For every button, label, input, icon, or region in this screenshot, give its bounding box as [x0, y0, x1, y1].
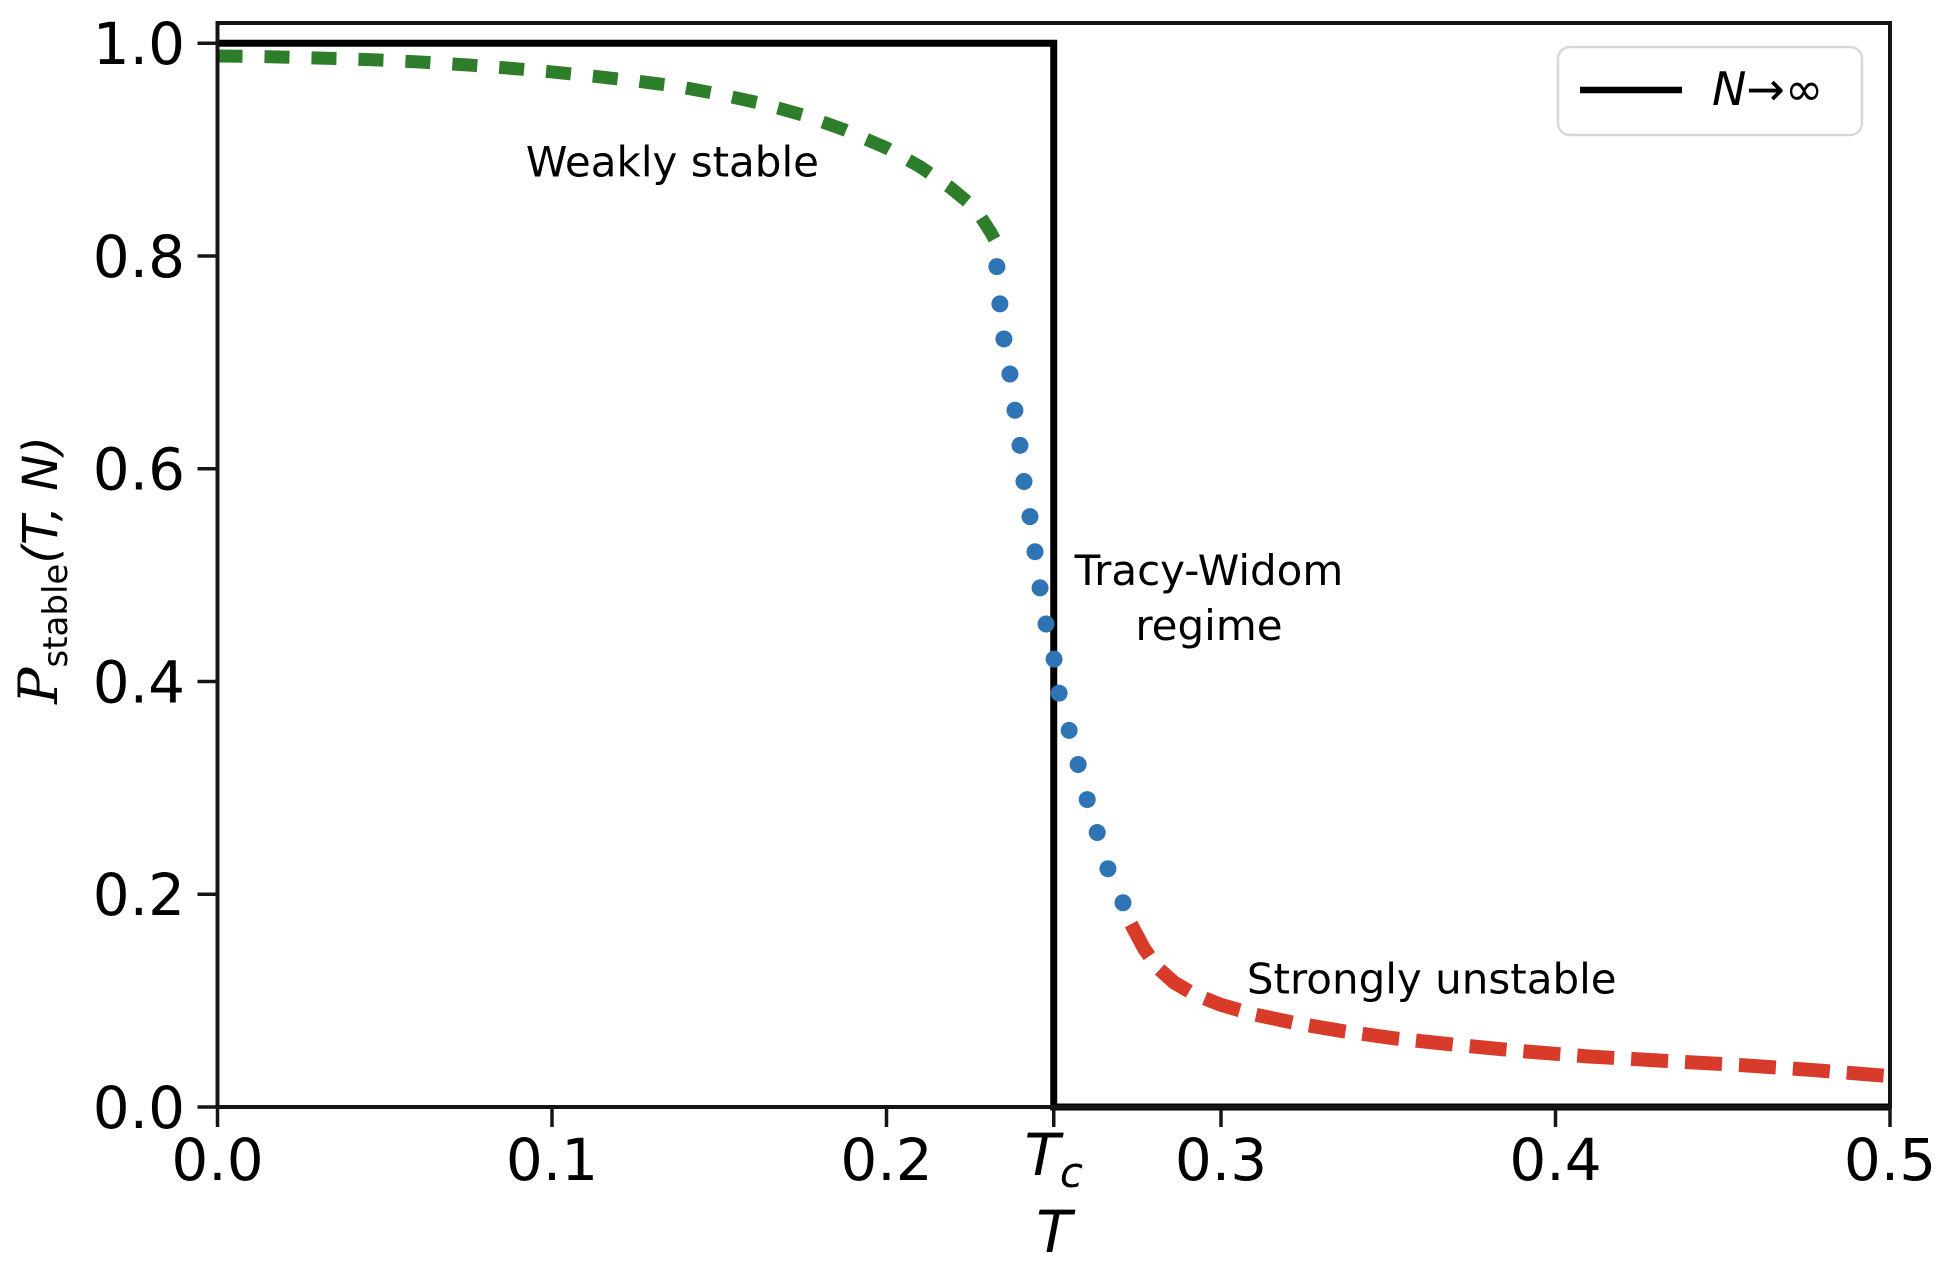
- series-tracy-widom-dot: [1037, 615, 1055, 633]
- series-tracy-widom-dot: [995, 330, 1013, 348]
- x-tick-label: 0.4: [1509, 1126, 1601, 1194]
- series-strongly-unstable-line: [1124, 920, 1891, 1084]
- series-tracy-widom-dot: [1088, 824, 1106, 842]
- y-axis-title-symbol: P: [7, 666, 70, 705]
- x-tick-label: 0.5: [1844, 1126, 1936, 1194]
- annotation-line: regime: [1135, 601, 1282, 650]
- y-tick-label: 0.8: [93, 223, 185, 291]
- y-axis-title: Pstable(T, N): [7, 436, 76, 705]
- series-weakly-stable-line: [217, 49, 1006, 253]
- legend-label-arrow-infinity: →∞: [1746, 62, 1823, 116]
- y-axis-title-arguments: (T, N): [13, 436, 69, 564]
- annotation-line: Tracy-Widom: [1074, 546, 1344, 595]
- annotation-layer: Weakly stable Tracy-Widom regime Strongly u…: [526, 137, 1617, 1003]
- annotation-line: Weakly stable: [526, 137, 819, 186]
- x-tick-label-critical-main: T: [1024, 1121, 1064, 1189]
- annotation-strongly-unstable: Strongly unstable: [1247, 954, 1617, 1003]
- x-tick-label: 0.2: [840, 1126, 932, 1194]
- annotation-weakly-stable: Weakly stable: [526, 137, 819, 186]
- series-layer: [217, 39, 1891, 1111]
- series-tracy-widom-dot: [1045, 650, 1063, 668]
- x-tick-label: 0.3: [1175, 1126, 1267, 1194]
- legend: N→∞: [1556, 45, 1864, 137]
- x-tick-label: 0.0: [171, 1126, 263, 1194]
- series-tracy-widom-dot: [1021, 508, 1039, 526]
- series-tracy-widom-dot: [991, 295, 1009, 313]
- y-tick-label: 0.0: [93, 1074, 185, 1142]
- series-tracy-widom-dot: [1078, 791, 1096, 809]
- legend-box: [1556, 45, 1864, 137]
- series-tracy-widom-dot: [1011, 436, 1029, 454]
- series-tracy-widom-dot: [1031, 579, 1049, 597]
- y-tick-label: 1.0: [93, 10, 185, 78]
- series-tracy-widom-dot: [1015, 472, 1033, 490]
- series-tracy-widom-dot: [1026, 543, 1044, 561]
- y-tick-label: 0.6: [93, 436, 185, 504]
- y-tick-label: 0.2: [93, 861, 185, 929]
- x-tick-label-critical: Tc: [1024, 1121, 1083, 1197]
- series-tracy-widom-dot: [1050, 684, 1068, 702]
- legend-label-variable: N: [1712, 62, 1746, 116]
- legend-label: N→∞: [1712, 62, 1823, 116]
- annotation-line: Strongly unstable: [1247, 954, 1617, 1003]
- series-tracy-widom-dot: [1006, 401, 1024, 419]
- annotation-tracy-widom: Tracy-Widom regime: [1074, 546, 1344, 650]
- y-axis-title-subscript: stable: [36, 564, 76, 668]
- y-tick-label: 0.4: [93, 648, 185, 716]
- series-tracy-widom-dot: [1099, 860, 1117, 878]
- axes-layer: 0.0 0.1 0.2 Tc 0.3 0.4 0.5 0.0 0.2 0.4 0.6 0.8 1.0: [93, 10, 1936, 1197]
- series-tracy-widom-dot: [1001, 365, 1019, 383]
- series-tracy-widom-dot: [1060, 721, 1078, 739]
- x-tick-label-critical-sub: c: [1060, 1148, 1083, 1197]
- series-N-to-infinity-step-line: [217, 39, 1890, 1111]
- series-tracy-widom-dot: [1069, 755, 1087, 773]
- series-tracy-widom-dot: [988, 258, 1006, 276]
- series-tracy-widom-dot: [1114, 894, 1132, 912]
- x-tick-label: 0.1: [506, 1126, 598, 1194]
- x-axis-title: T: [1036, 1198, 1076, 1266]
